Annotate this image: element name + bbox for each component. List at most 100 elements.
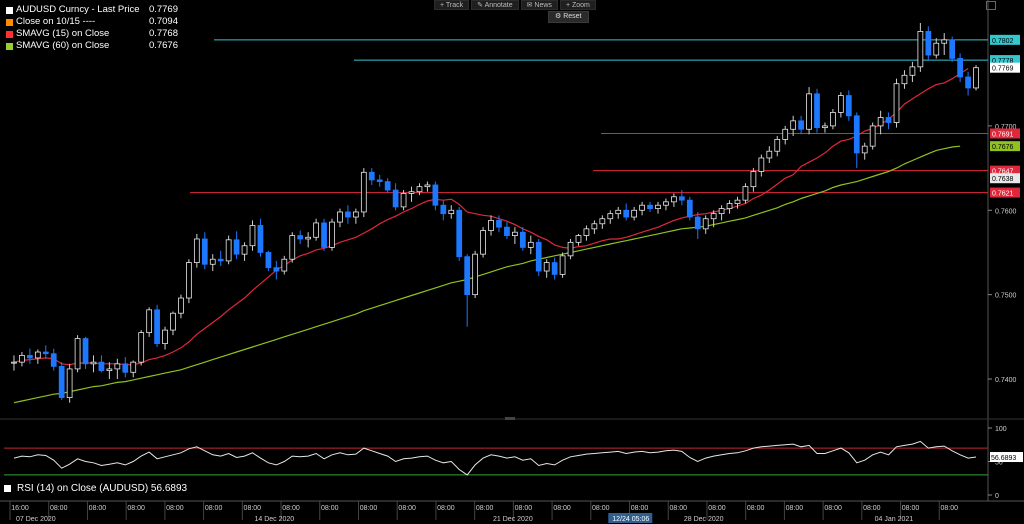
reset-button[interactable]: ⚙ Reset	[548, 11, 589, 23]
candle-body	[742, 186, 749, 201]
candle-body	[42, 351, 49, 355]
legend-label: SMAVG (15) on Close	[16, 28, 110, 39]
candle-body	[671, 196, 677, 203]
date-label: 28 Dec 2020	[684, 516, 724, 523]
candle-body	[686, 199, 693, 218]
candle-body	[34, 351, 41, 359]
candle-body	[448, 209, 455, 215]
candle-body	[543, 262, 550, 272]
candle-body	[384, 181, 391, 191]
candle-body	[265, 252, 272, 269]
date-label: 14 Dec 2020	[255, 516, 295, 523]
track-button[interactable]: + Track	[434, 0, 470, 10]
candle-body	[193, 238, 200, 263]
x-tick-label: 08:00	[89, 505, 107, 512]
candle-body	[376, 179, 383, 182]
candle-body	[170, 312, 176, 331]
news-button[interactable]: ✉ News	[520, 0, 558, 10]
candle-body	[464, 256, 471, 296]
candle-body	[631, 209, 638, 218]
candle-body	[249, 225, 256, 247]
candle-body	[217, 258, 224, 262]
x-tick-label: 08:00	[669, 505, 687, 512]
rsi-line	[13, 440, 977, 476]
candle-body	[273, 267, 280, 272]
candle-body	[74, 338, 81, 370]
candle-body	[575, 235, 582, 243]
crosshair-time-tag	[608, 513, 653, 523]
x-tick-label: 08:00	[708, 505, 726, 512]
candle-body	[583, 228, 590, 236]
candle-body	[551, 262, 558, 275]
candle-body	[297, 235, 304, 240]
legend-swatch	[6, 42, 13, 50]
legend-label: Close on 10/15 ----	[16, 16, 96, 27]
window-icon[interactable]	[986, 1, 996, 10]
legend-swatch	[6, 30, 13, 38]
rsi-y-tick-label: 0	[995, 493, 999, 500]
candle-body	[496, 220, 502, 228]
candle-body	[837, 95, 844, 113]
candle-body	[337, 211, 343, 223]
rsi-swatch	[4, 485, 11, 492]
candle-body	[957, 58, 963, 78]
level-tag	[990, 165, 1020, 176]
candle-body	[400, 193, 407, 208]
candle-body	[822, 125, 828, 128]
candle-body	[432, 184, 439, 206]
x-tick-label: 08:00	[786, 505, 804, 512]
candle-body	[830, 112, 836, 127]
candle-body	[917, 31, 924, 68]
candle-body	[368, 171, 375, 181]
legend-swatch	[6, 18, 13, 26]
chart-legend: AUDUSD Curncy - Last Price 0.7769 Close …	[6, 4, 178, 52]
legend-value: 0.7768	[148, 28, 178, 39]
x-tick-label: 08:00	[631, 505, 649, 512]
candle-body	[702, 218, 709, 230]
candle-body	[456, 209, 463, 258]
level-tag	[990, 55, 1020, 66]
candle-body	[186, 262, 192, 299]
zoom-button[interactable]: + Zoom	[559, 0, 596, 10]
candle-body	[130, 361, 137, 373]
candle-body	[678, 196, 685, 201]
price-tag-label: 0.7676	[992, 144, 1014, 151]
candle-body	[893, 83, 900, 123]
x-tick-label: 08:00	[127, 505, 145, 512]
candle-body	[941, 39, 948, 44]
annotate-button[interactable]: ✎ Annotate	[471, 0, 519, 10]
candle-body	[50, 353, 57, 367]
candle-body	[241, 245, 248, 255]
candle-body	[845, 95, 852, 117]
level-tag	[990, 187, 1020, 198]
panel-resize-handle	[505, 417, 515, 420]
x-tick-label: 08:00	[824, 505, 842, 512]
level-tag	[990, 128, 1020, 139]
candle-body	[472, 253, 478, 296]
candle-body	[758, 157, 765, 172]
sma60-line	[13, 145, 961, 404]
level-tag-label: 0.7802	[992, 38, 1014, 45]
legend-swatch	[6, 6, 13, 14]
x-tick-label: 08:00	[553, 505, 571, 512]
y-tick-label: 0.7700	[995, 124, 1017, 131]
crosshair-time-label: 12/24 05:06	[612, 516, 649, 523]
candle-body	[694, 216, 701, 230]
legend-item-last-price: AUDUSD Curncy - Last Price 0.7769	[6, 4, 178, 16]
candle-body	[58, 365, 65, 398]
price-tag	[990, 62, 1020, 73]
candle-body	[655, 204, 661, 209]
candle-body	[329, 221, 335, 248]
candle-body	[19, 355, 25, 363]
y-tick-label: 0.7600	[995, 208, 1017, 215]
candle-body	[861, 145, 868, 154]
candle-body	[201, 238, 208, 265]
candle-body	[726, 203, 733, 209]
candle-body	[639, 204, 645, 211]
candle-body	[527, 241, 534, 248]
price-tag-label: 0.7769	[992, 66, 1014, 73]
legend-value: 0.7676	[148, 40, 178, 51]
legend-item-close: Close on 10/15 ---- 0.7094	[6, 16, 178, 28]
y-tick-label: 0.7400	[995, 377, 1017, 384]
